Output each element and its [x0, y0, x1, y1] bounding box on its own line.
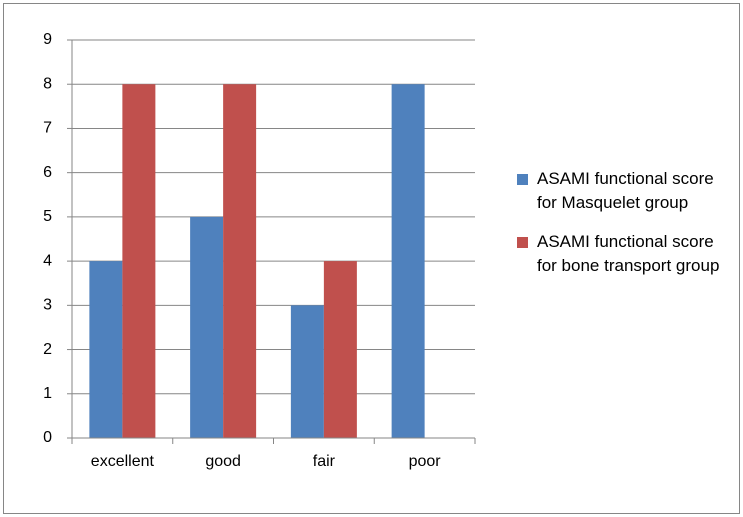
- y-tick-label: 8: [43, 75, 52, 92]
- bar: [290, 305, 324, 438]
- y-tick-label: 0: [43, 429, 52, 446]
- y-tick-label: 3: [43, 297, 52, 314]
- bar: [89, 261, 123, 438]
- y-tick-label: 7: [43, 120, 52, 137]
- legend-swatch: [517, 237, 528, 248]
- legend-label: ASAMI functional score for Masquelet gro…: [537, 169, 714, 212]
- bar: [223, 84, 257, 438]
- x-tick-label: poor: [409, 453, 442, 470]
- y-tick-label: 1: [43, 385, 52, 402]
- y-tick-label: 5: [43, 208, 52, 225]
- bar: [323, 261, 357, 438]
- y-tick-label: 9: [43, 31, 52, 48]
- bar: [190, 216, 224, 438]
- x-tick-label: excellent: [91, 453, 155, 470]
- legend-swatch: [517, 174, 528, 185]
- y-tick-label: 4: [43, 252, 52, 269]
- x-tick-label: fair: [313, 453, 336, 470]
- x-tick-label: good: [205, 453, 241, 470]
- bar: [122, 84, 156, 438]
- bar: [391, 84, 425, 438]
- y-tick-label: 6: [43, 164, 52, 181]
- y-tick-label: 2: [43, 341, 52, 358]
- legend-item: ASAMI functional score for bone transpor…: [513, 230, 723, 278]
- legend-item: ASAMI functional score for Masquelet gro…: [513, 167, 723, 215]
- legend: ASAMI functional score for Masquelet gro…: [513, 167, 723, 293]
- legend-label: ASAMI functional score for bone transpor…: [537, 232, 720, 275]
